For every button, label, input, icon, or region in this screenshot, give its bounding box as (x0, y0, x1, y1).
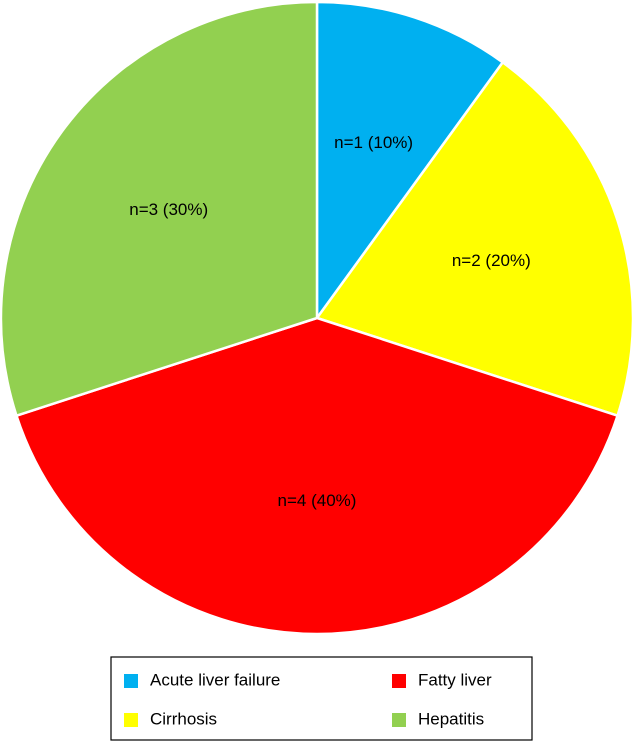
data-label: n=2 (20%) (452, 251, 531, 270)
data-label: n=4 (40%) (278, 491, 357, 510)
legend-box (110, 656, 533, 741)
pie-slice (14, 316, 620, 636)
legend-label: Hepatitis (418, 709, 484, 728)
legend-swatch (392, 713, 406, 727)
data-label: n=3 (30%) (129, 200, 208, 219)
legend-swatch (124, 674, 138, 688)
legend-swatch (392, 674, 406, 688)
legend-label: Fatty liver (418, 670, 492, 689)
pie-slice (315, 0, 505, 322)
pie-slice (0, 0, 319, 418)
legend-label: Acute liver failure (150, 670, 280, 689)
pie-slice (314, 60, 634, 418)
legend-label: Cirrhosis (150, 709, 217, 728)
data-label: n=1 (10%) (334, 133, 413, 152)
legend-swatch (124, 713, 138, 727)
